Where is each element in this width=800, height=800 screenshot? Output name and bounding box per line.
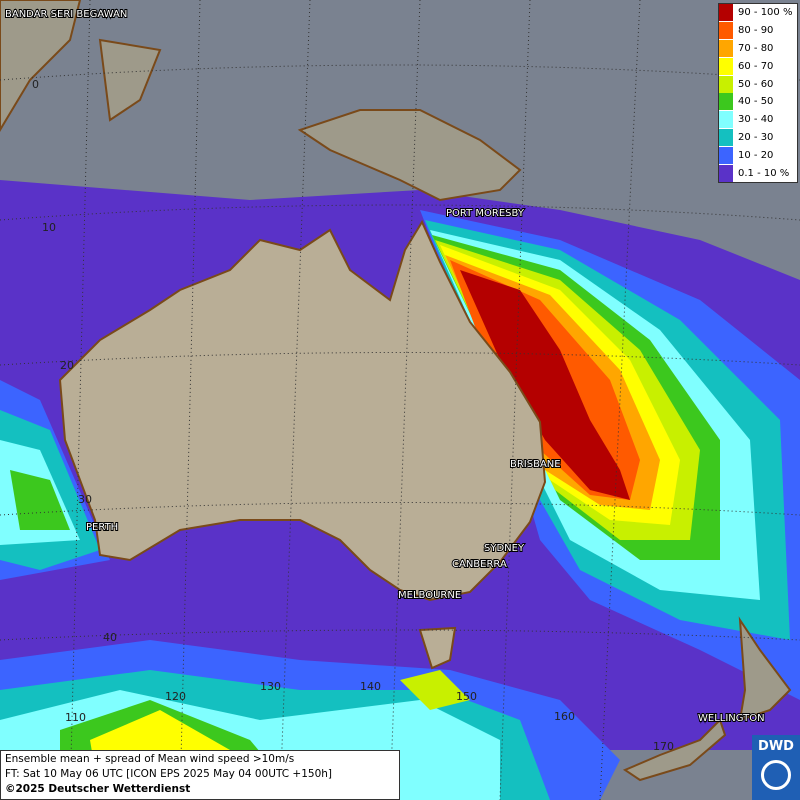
latitude-label: 20	[60, 359, 74, 372]
city-label: BRISBANE	[510, 459, 561, 470]
longitude-label: 150	[456, 690, 477, 703]
city-label: BANDAR SERI BEGAWAN	[5, 9, 127, 20]
legend-label: 70 - 80	[738, 42, 774, 54]
caption: Ensemble mean + spread of Mean wind spee…	[0, 750, 400, 800]
copyright-text: ©2025 Deutscher Wetterdienst	[5, 783, 191, 795]
legend-entry: 40 - 50	[719, 93, 797, 111]
legend-swatch	[719, 39, 733, 57]
legend: 90 - 100 % 80 - 90 70 - 80 60 - 70 50 - 60 40…	[718, 3, 798, 183]
legend-entry: 20 - 30	[719, 128, 797, 147]
longitude-label: 140	[360, 680, 381, 693]
latitude-label: 0	[32, 78, 39, 91]
legend-swatch	[719, 22, 733, 40]
legend-entry: 50 - 60	[719, 75, 797, 93]
longitude-label: 170	[653, 740, 674, 753]
longitude-label: 160	[554, 710, 575, 723]
legend-swatch	[719, 146, 733, 164]
logo-text: DWD	[758, 739, 794, 754]
city-label: MELBOURNE	[398, 590, 461, 601]
latitude-label: 10	[42, 221, 56, 234]
longitude-label: 130	[260, 680, 281, 693]
legend-swatch	[719, 164, 733, 182]
latitude-label: 40	[103, 631, 117, 644]
caption-line: Ensemble mean + spread of Mean wind spee…	[5, 753, 295, 765]
legend-entry: 30 - 40	[719, 111, 797, 129]
legend-label: 50 - 60	[738, 78, 774, 90]
legend-label: 40 - 50	[738, 96, 774, 108]
copyright: ©2025 Deutscher Wetterdienst	[5, 782, 395, 797]
caption-line: FT: Sat 10 May 06 UTC [ICON EPS 2025 May…	[5, 768, 332, 780]
legend-label: 30 - 40	[738, 114, 774, 126]
city-label: SYDNEY	[484, 543, 525, 554]
legend-entry: 60 - 70	[719, 57, 797, 75]
logo-icon	[761, 760, 791, 790]
legend-swatch	[719, 75, 733, 93]
legend-swatch	[719, 128, 733, 146]
legend-label: 10 - 20	[738, 149, 774, 161]
longitude-label: 110	[65, 711, 86, 724]
city-label: PORT MORESBY	[446, 208, 525, 219]
legend-entry: 80 - 90	[719, 22, 797, 40]
city-label: WELLINGTON	[698, 713, 765, 724]
legend-entry: 10 - 20	[719, 146, 797, 164]
legend-swatch	[719, 93, 733, 111]
legend-label: 60 - 70	[738, 60, 774, 72]
legend-entry: 70 - 80	[719, 39, 797, 58]
dwd-logo: DWD	[752, 735, 800, 800]
legend-swatch	[719, 111, 733, 129]
legend-label: 80 - 90	[738, 25, 774, 37]
city-label: PERTH	[86, 522, 118, 533]
legend-swatch	[719, 4, 733, 22]
legend-label: 90 - 100 %	[738, 7, 793, 19]
legend-entry: 90 - 100 %	[719, 4, 797, 22]
legend-entry: 0.1 - 10 %	[719, 164, 797, 182]
legend-label: 0.1 - 10 %	[738, 167, 790, 179]
legend-label: 20 - 30	[738, 131, 774, 143]
city-label: CANBERRA	[452, 559, 507, 570]
latitude-label: 30	[78, 493, 92, 506]
legend-swatch	[719, 57, 733, 75]
longitude-label: 120	[165, 690, 186, 703]
